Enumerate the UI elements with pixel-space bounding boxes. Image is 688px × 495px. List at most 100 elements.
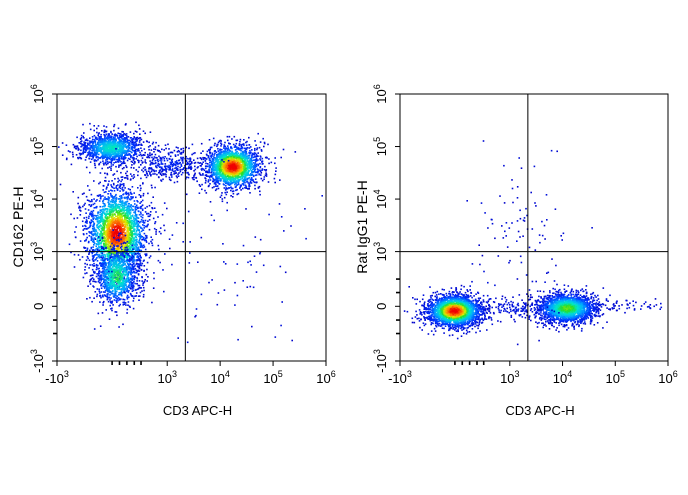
event-dot [88,215,90,218]
event-dot [106,219,109,221]
event-dot [100,238,102,240]
event-dot [133,259,135,261]
event-dot [99,242,101,245]
event-dot [254,168,256,171]
event-dot [103,225,106,227]
event-dot [79,209,81,211]
event-dot [90,147,93,149]
event-dot [105,180,107,182]
event-dot [115,143,118,145]
event-dot [115,138,117,140]
event-dot [103,198,105,200]
event-dot [138,213,141,216]
event-dot [125,254,127,257]
event-dot [130,196,132,198]
event-dot [125,209,128,211]
event-dot [106,186,108,188]
event-dot [85,149,88,152]
event-dot [136,288,139,291]
event-dot [131,164,133,166]
event-dot [126,198,129,200]
event-dot [111,235,114,238]
event-dot [127,238,130,240]
event-dot [118,235,121,238]
event-dot [135,215,137,217]
event-dot [138,299,140,301]
event-dot [114,136,116,138]
event-dot [113,162,115,164]
event-dot [143,244,145,247]
event-dot [99,137,101,139]
event-dot [113,261,115,264]
event-dot [74,236,77,238]
event-dot [100,141,103,143]
event-dot [98,144,101,146]
event-dot [123,142,125,145]
event-dot [118,283,120,285]
event-dot [88,152,90,155]
event-dot [127,256,129,258]
event-dot [104,289,107,292]
event-dot [115,150,118,152]
event-dot [104,161,107,163]
event-dot [134,205,137,208]
event-dot [108,161,110,163]
event-dot [105,159,107,161]
event-dot [106,160,109,163]
event-dot [118,166,120,168]
event-dot [106,270,109,273]
event-dot [127,291,130,293]
event-dot [89,225,91,227]
event-dot [118,223,121,226]
event-dot [142,260,145,262]
event-dot [138,221,141,224]
event-dot [134,223,136,226]
event-dot [115,269,118,272]
event-dot [83,246,85,249]
event-dot [130,146,133,148]
event-dot [119,228,121,230]
event-dot [110,209,112,212]
event-dot [118,203,120,206]
event-dot [134,144,137,147]
event-dot [124,192,127,194]
event-dot [129,259,132,261]
event-dot [96,288,99,290]
event-dot [108,257,111,259]
event-dot [132,242,135,244]
event-dot [124,281,127,284]
event-dot [100,287,103,289]
event-dot [120,171,122,174]
event-dot [125,277,128,280]
event-dot [107,249,110,252]
event-dot [88,157,91,160]
event-dot [133,237,136,239]
event-dot [108,237,110,240]
event-dot [84,269,86,271]
event-dot [124,245,126,247]
event-dot [113,229,115,231]
event-dot [204,178,207,180]
event-dot [104,256,106,259]
event-dot [93,162,96,165]
event-dot [105,243,107,245]
event-dot [123,219,126,222]
event-dot [131,247,133,249]
event-dot [104,221,107,223]
event-dot [100,245,103,248]
event-dot [90,239,93,241]
event-dot [133,132,135,135]
event-dot [93,271,95,274]
event-dot [117,224,119,227]
event-dot [139,133,141,135]
event-dot [121,143,123,145]
event-dot [128,222,130,225]
event-dot [106,143,108,145]
event-dot [109,246,112,249]
event-dot [139,236,141,238]
event-dot [103,144,106,147]
event-dot [91,152,94,154]
event-dot [131,147,134,149]
event-dot [109,255,111,257]
event-dot [93,140,95,143]
